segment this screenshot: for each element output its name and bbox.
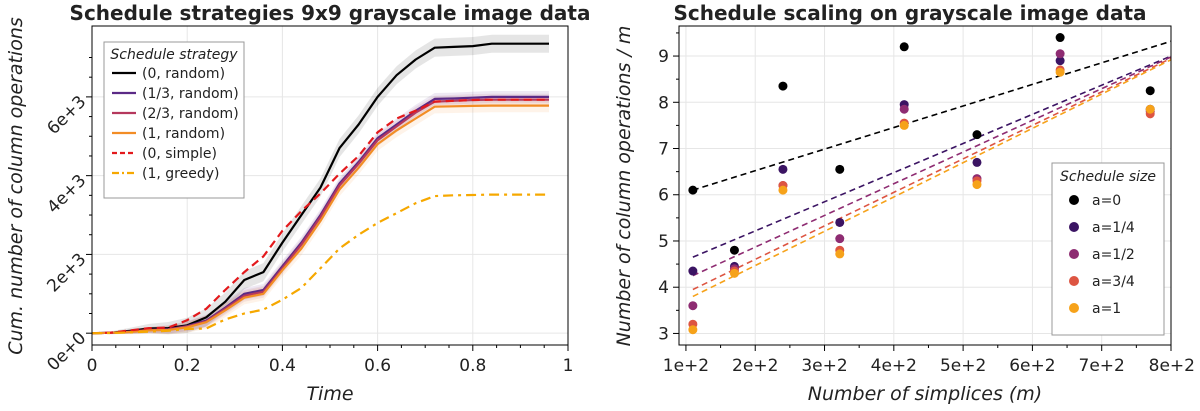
legend-entry: a=1/2 (1092, 247, 1135, 263)
point-2 (688, 301, 698, 311)
fit-line-0 (692, 40, 1172, 191)
chart-title: Schedule strategies 9x9 grayscale image … (70, 1, 591, 25)
legend-entry: (1, random) (142, 126, 225, 142)
point-0 (1055, 33, 1065, 43)
chart-schedule-scaling: 1e+2 2e+2 3e+2 4e+2 5e+2 6e+2 7e+2 8e+23456789 … (613, 1, 1195, 405)
series-line-4 (91, 98, 549, 335)
plot-frame (678, 25, 1172, 346)
scatter-points (688, 33, 1155, 335)
legend-marker (1069, 276, 1079, 286)
point-0 (835, 164, 845, 174)
point-0 (972, 130, 982, 140)
point-1 (1055, 56, 1065, 66)
x-tick-label: 0.2 (174, 356, 201, 376)
x-axis-label: Time (306, 383, 353, 405)
fit-line-3 (692, 57, 1172, 291)
point-2 (1055, 49, 1065, 59)
y-tick-label: 8 (658, 93, 669, 113)
x-tick-label: 7e+2 (1079, 356, 1125, 376)
point-2 (899, 104, 909, 114)
y-tick-label: 6e+3 (43, 92, 90, 139)
x-tick-label: 3e+2 (801, 356, 847, 376)
y-tick-label: 4e+3 (43, 171, 90, 218)
y-axis-label: Number of column operations / m (613, 26, 635, 347)
legend-entry: (2/3, random) (142, 106, 239, 122)
legend-title: Schedule strategy (110, 47, 238, 63)
point-1 (972, 157, 982, 167)
legend-entry: a=1 (1092, 301, 1121, 317)
y-tick-label: 2e+3 (43, 249, 90, 296)
series-lines (91, 42, 549, 335)
axes: 1e+2 2e+2 3e+2 4e+2 5e+2 6e+2 7e+2 8e+2 3 4 5 6 7 8 9 (658, 25, 1195, 376)
x-tick-label: 5e+2 (940, 356, 986, 376)
y-tick-label: 9 (658, 47, 669, 67)
x-tick-label: 0 (87, 356, 98, 376)
x-tick-label: 4e+2 (871, 356, 917, 376)
point-4 (688, 325, 698, 335)
plot-frame (91, 25, 569, 346)
fit-line-1 (692, 55, 1172, 258)
y-tick-label: 5 (658, 232, 669, 252)
y-tick-label: 3 (658, 324, 669, 344)
y-axis-label: Cum. number of column operations (5, 17, 27, 355)
series-line-5 (91, 193, 549, 335)
x-tick-label: 0.6 (364, 356, 391, 376)
point-2 (835, 234, 845, 244)
band-0 (92, 34, 549, 335)
legend-marker (1069, 249, 1079, 259)
fit-line-2 (692, 56, 1172, 277)
point-1 (778, 164, 788, 174)
legend-entry: a=1/4 (1092, 220, 1135, 236)
y-tick-label: 4 (658, 278, 669, 298)
point-4 (835, 249, 845, 259)
point-0 (1145, 86, 1155, 96)
y-tick-label: 0e+0 (43, 328, 90, 375)
x-tick-label: 1e+2 (663, 356, 709, 376)
x-axis-label: Number of simplices (m) (808, 383, 1042, 405)
legend-entry: (0, simple) (142, 146, 217, 162)
point-0 (688, 185, 698, 195)
legend-entry: (1, greedy) (142, 166, 219, 182)
legend: Schedule strategy (0, random) (1/3, rando… (103, 41, 245, 199)
point-1 (835, 217, 845, 227)
chart-schedule-strategies: 0 0.2 0.4 0.6 0.8 1 0e+0 2e+3 4e+3 6e+3 Schedule … (5, 1, 590, 405)
legend-title: Schedule size (1060, 169, 1156, 185)
point-4 (899, 120, 909, 130)
point-0 (778, 81, 788, 91)
legend-entry: a=3/4 (1092, 274, 1135, 290)
legend-entry: (1/3, random) (142, 86, 239, 102)
legend-entry: a=0 (1092, 193, 1121, 209)
point-4 (1055, 67, 1065, 77)
point-4 (778, 185, 788, 195)
x-tick-label: 0.8 (459, 356, 486, 376)
legend-entry: (0, random) (142, 66, 225, 82)
band-1 (92, 91, 549, 334)
point-4 (1145, 104, 1155, 114)
x-tick-label: 6e+2 (1009, 356, 1055, 376)
legend: Schedule size a=0 a=1/4 a=1/2 a=3/4 a=1 (1051, 162, 1165, 336)
point-0 (899, 42, 909, 52)
chart-title: Schedule scaling on grayscale image data (673, 1, 1146, 25)
point-4 (729, 268, 739, 278)
point-4 (972, 180, 982, 190)
y-tick-label: 6 (658, 186, 669, 206)
legend-marker (1069, 195, 1079, 205)
point-0 (729, 245, 739, 255)
legend-marker (1069, 303, 1079, 313)
fit-line-4 (692, 59, 1172, 298)
x-tick-label: 8e+2 (1149, 356, 1195, 376)
x-tick-label: 1 (563, 356, 574, 376)
point-1 (688, 266, 698, 276)
x-tick-label: 0.4 (269, 356, 296, 376)
x-tick-label: 2e+2 (732, 356, 778, 376)
y-tick-label: 7 (658, 140, 669, 160)
legend-marker (1069, 222, 1079, 232)
fit-lines (692, 40, 1172, 298)
